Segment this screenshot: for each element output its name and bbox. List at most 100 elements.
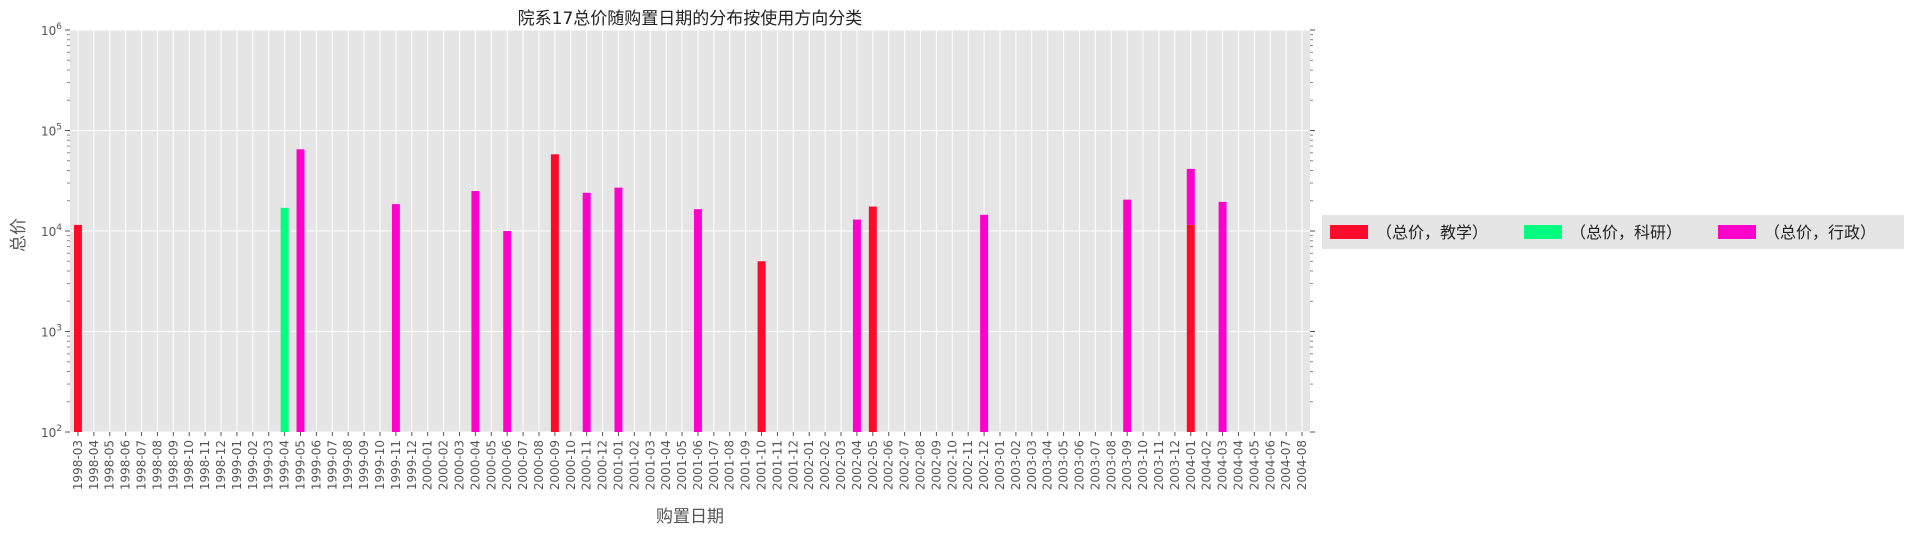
x-tick-label: 2000-10 [564, 440, 578, 490]
x-tick-label: 2004-05 [1247, 440, 1261, 490]
x-tick-label: 2001-04 [659, 440, 673, 490]
bars [73, 149, 1227, 433]
x-tick-label: 1999-06 [309, 440, 323, 490]
x-tick-label: 2003-10 [1136, 440, 1150, 490]
x-tick-label: 2000-05 [484, 440, 498, 490]
x-tick-label: 2004-07 [1279, 440, 1293, 490]
x-tick-label: 2001-05 [675, 440, 689, 490]
x-tick-label: 2000-09 [548, 440, 562, 490]
x-tick-label: 2000-12 [596, 440, 610, 490]
x-tick-label: 2001-11 [770, 440, 784, 490]
chart-title: 院系17总价随购置日期的分布按使用方向分类 [518, 8, 863, 29]
legend-label: （总价，教学） [1376, 223, 1488, 242]
x-tick-label: 2002-11 [961, 440, 975, 490]
x-tick-label: 1999-07 [325, 440, 339, 490]
x-tick-label: 2000-06 [500, 440, 514, 490]
x-tick-label: 2003-03 [1025, 440, 1039, 490]
x-tick-label: 1999-08 [341, 440, 355, 490]
bar [868, 206, 877, 432]
x-tick-label: 2000-03 [452, 440, 466, 490]
x-tick-label: 2003-05 [1057, 440, 1071, 490]
x-tick-label: 1999-02 [246, 440, 260, 490]
x-tick-label: 2002-12 [977, 440, 991, 490]
bar [550, 154, 559, 432]
y-axis-title: 总价 [9, 218, 29, 252]
x-tick-label: 2000-04 [468, 440, 482, 490]
bar [503, 231, 512, 432]
x-tick-label: 2000-11 [580, 440, 594, 490]
x-tick-label: 1999-04 [278, 440, 292, 490]
legend-label: （总价，科研） [1570, 223, 1682, 242]
legend-label: （总价，行政） [1764, 223, 1876, 242]
x-tick-label: 2003-02 [1009, 440, 1023, 490]
bar [693, 209, 702, 432]
legend-swatch [1718, 225, 1756, 239]
bar [296, 149, 305, 433]
x-tick-label: 1998-05 [103, 440, 117, 490]
y-tick-label: 105 [41, 123, 62, 139]
x-tick-label: 2003-11 [1152, 440, 1166, 490]
x-tick-label: 2002-09 [929, 440, 943, 490]
x-tick-label: 1999-01 [230, 440, 244, 490]
y-tick-label: 106 [41, 22, 62, 38]
x-tick-label: 2001-01 [611, 440, 625, 490]
y-tick-label: 104 [41, 223, 62, 239]
x-tick-label: 2001-02 [627, 440, 641, 490]
bar [614, 187, 623, 432]
x-tick-label: 2002-05 [866, 440, 880, 490]
bar [1186, 224, 1195, 432]
x-tick-label: 2004-06 [1263, 440, 1277, 490]
legend-swatch [1524, 225, 1562, 239]
x-tick-label: 2003-12 [1168, 440, 1182, 490]
x-tick-label: 2003-07 [1088, 440, 1102, 490]
x-tick-label: 1999-10 [373, 440, 387, 490]
x-tick-label: 2003-06 [1072, 440, 1086, 490]
x-tick-label: 2003-04 [1041, 440, 1055, 490]
x-tick-label: 2004-04 [1231, 440, 1245, 490]
x-tick-label: 1998-11 [198, 440, 212, 490]
x-tick-label: 2001-07 [707, 440, 721, 490]
x-tick-label: 1998-12 [214, 440, 228, 490]
bar [1123, 199, 1132, 432]
bar [852, 219, 861, 432]
x-tick-label: 1998-09 [166, 440, 180, 490]
x-tick-label: 1998-06 [119, 440, 133, 490]
x-tick-label: 1999-03 [262, 440, 276, 490]
x-tick-label: 2004-08 [1295, 440, 1309, 490]
bar [1186, 168, 1195, 225]
x-tick-label: 1999-05 [294, 440, 308, 490]
bar [757, 261, 766, 432]
x-tick-label: 2001-10 [755, 440, 769, 490]
x-tick-label: 2003-08 [1104, 440, 1118, 490]
x-tick-label: 1998-10 [182, 440, 196, 490]
legend: （总价，教学） （总价，科研） （总价，行政） [1322, 215, 1904, 249]
x-tick-label: 2000-01 [421, 440, 435, 490]
x-tick-label: 2002-07 [898, 440, 912, 490]
x-tick-label: 2001-03 [643, 440, 657, 490]
y-tick-label: 102 [41, 424, 62, 440]
bar [1218, 201, 1227, 432]
bar [391, 204, 400, 432]
x-tick-label: 1999-12 [405, 440, 419, 490]
x-axis-title: 购置日期 [656, 507, 724, 527]
x-tick-label: 1999-09 [357, 440, 371, 490]
x-tick-label: 2003-01 [993, 440, 1007, 490]
plot-area [70, 29, 1310, 433]
x-tick-label: 1999-11 [389, 440, 403, 490]
bar [980, 214, 989, 432]
x-tick-label: 1998-08 [150, 440, 164, 490]
x-tick-label: 2004-02 [1200, 440, 1214, 490]
x-tick-label: 2002-08 [914, 440, 928, 490]
bar [582, 192, 591, 432]
x-tick-label: 1998-07 [135, 440, 149, 490]
x-tick-label: 2001-09 [739, 440, 753, 490]
x-tick-label: 2000-02 [437, 440, 451, 490]
legend-box [1322, 215, 1904, 249]
bar [280, 207, 289, 432]
x-tick-label: 2002-10 [945, 440, 959, 490]
bar [73, 224, 82, 432]
bar [471, 191, 480, 432]
x-tick-label: 2004-03 [1216, 440, 1230, 490]
